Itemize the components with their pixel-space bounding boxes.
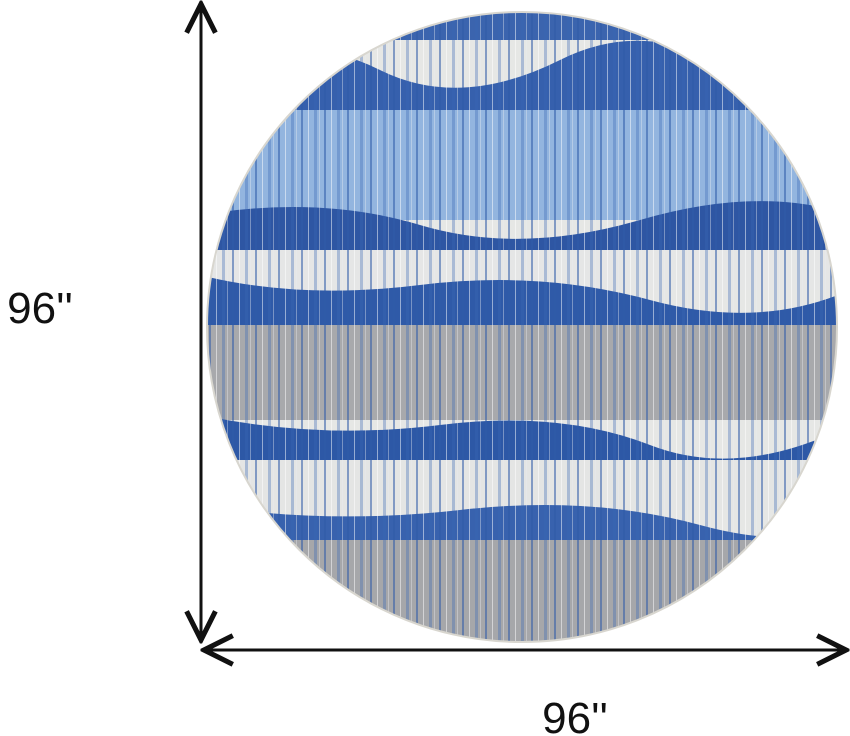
width-label: 96'' (542, 694, 608, 736)
height-label: 96'' (7, 284, 73, 333)
round-rug (207, 12, 837, 642)
